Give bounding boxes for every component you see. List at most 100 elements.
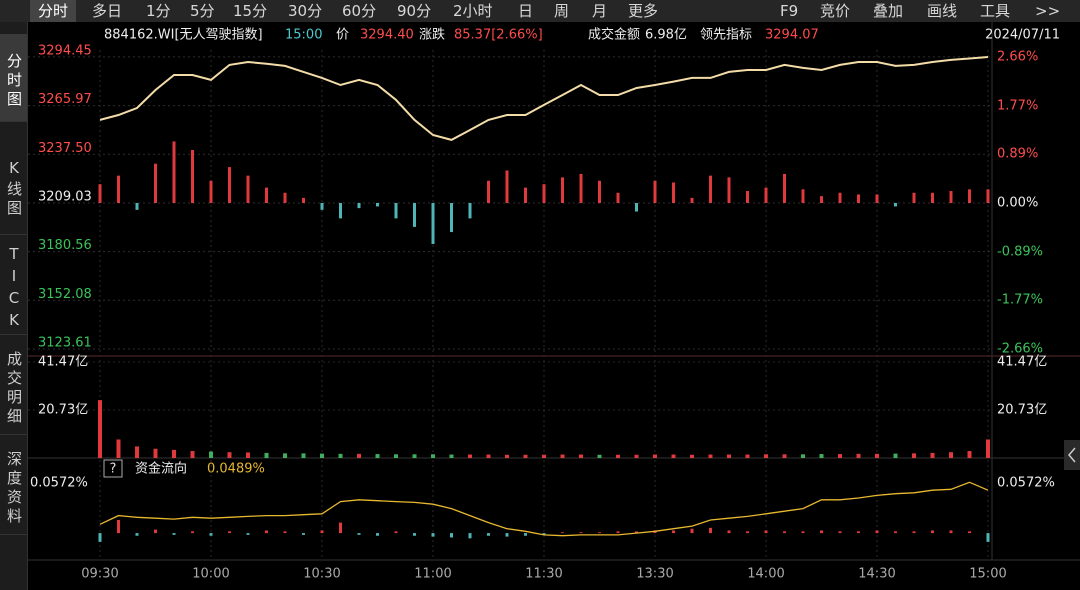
volume-bar bbox=[764, 454, 768, 458]
toolbar-button[interactable]: 竞价 bbox=[820, 2, 851, 20]
indicator-bar bbox=[339, 522, 342, 534]
x-tick-label: 11:00 bbox=[414, 567, 451, 582]
indicator-bar bbox=[376, 203, 379, 207]
toolbar-tab[interactable]: 15分 bbox=[233, 2, 268, 20]
toolbar-tab[interactable]: 日 bbox=[518, 2, 534, 20]
volume-bar bbox=[431, 454, 435, 458]
volume-bar bbox=[172, 449, 176, 458]
x-tick-label: 14:00 bbox=[747, 567, 784, 582]
toolbar: 分时 多日 1分 5分 15分 30分 60分 90分 2小时 日 周 月 更多 F9 竞价 叠加 画线 工具 >> bbox=[0, 0, 1080, 22]
indicator-bar bbox=[968, 189, 971, 203]
volume-bar bbox=[357, 453, 361, 458]
help-icon[interactable]: ? bbox=[110, 462, 117, 477]
collapse-button[interactable] bbox=[1064, 440, 1080, 470]
volume-bar bbox=[986, 439, 990, 458]
indicator-bar bbox=[672, 530, 675, 534]
volume-bar bbox=[98, 400, 102, 458]
indicator-bar bbox=[468, 203, 472, 219]
indicator-bar bbox=[246, 533, 250, 535]
indicator-bar bbox=[746, 191, 749, 203]
toolbar-tab[interactable]: 周 bbox=[554, 2, 570, 20]
volume-bar bbox=[856, 453, 861, 458]
x-tick-label: 10:30 bbox=[303, 567, 340, 582]
indicator-bar bbox=[579, 532, 583, 534]
sidebar-tab[interactable]: 分时图 bbox=[0, 34, 27, 122]
y-tick-label: 41.47亿 bbox=[38, 354, 88, 369]
indicator-bar bbox=[209, 180, 213, 203]
indicator-bar bbox=[875, 194, 879, 203]
sidebar-tab[interactable]: K线图 bbox=[0, 135, 27, 235]
y2-tick-label: -2.66% bbox=[997, 341, 1043, 356]
sidebar-tab[interactable]: 深度资料 bbox=[0, 435, 27, 535]
toolbar-tab[interactable]: 月 bbox=[592, 2, 608, 20]
indicator-bar bbox=[450, 533, 453, 538]
toolbar-tab[interactable]: 1分 bbox=[146, 2, 171, 20]
toolbar-tab[interactable]: 多日 bbox=[92, 2, 123, 20]
price: 3294.40 bbox=[360, 28, 414, 43]
indicator-bar bbox=[838, 192, 842, 203]
indicator-bar bbox=[524, 533, 527, 536]
indicator-bar bbox=[265, 187, 268, 203]
indicator-bar bbox=[764, 187, 768, 203]
indicator-bar bbox=[801, 531, 805, 534]
y2-tick-label: -0.89% bbox=[997, 244, 1043, 259]
y2-tick-label: 2.66% bbox=[997, 50, 1038, 65]
toolbar-tab[interactable]: 60分 bbox=[342, 2, 377, 20]
sidebar-tab[interactable]: TICK bbox=[0, 235, 27, 335]
indicator-bar bbox=[653, 180, 657, 203]
volume-bar bbox=[616, 454, 620, 458]
toolbar-tab[interactable]: 2小时 bbox=[453, 2, 493, 20]
toolbar-button[interactable]: 工具 bbox=[980, 2, 1011, 20]
y-tick-label-right: 20.73亿 bbox=[997, 403, 1047, 418]
volume-bar bbox=[246, 452, 250, 458]
indicator-bar bbox=[968, 531, 971, 534]
indicator-bar bbox=[912, 192, 916, 203]
volume-bar bbox=[579, 454, 583, 458]
toolbar-tab[interactable]: 5分 bbox=[190, 2, 215, 20]
y2-tick-label: -1.77% bbox=[997, 293, 1043, 308]
toolbar-tab[interactable]: 30分 bbox=[288, 2, 323, 20]
toolbar-button[interactable]: F9 bbox=[780, 2, 799, 20]
toolbar-tab[interactable]: 更多 bbox=[628, 2, 659, 20]
toolbar-button[interactable]: 叠加 bbox=[873, 2, 904, 20]
toolbar-tab[interactable]: 分时 bbox=[30, 0, 77, 22]
indicator-bar bbox=[542, 184, 546, 203]
indicator-bar bbox=[283, 531, 287, 534]
indicator-bar bbox=[172, 141, 176, 203]
indicator-bar bbox=[838, 531, 842, 534]
indicator-bar bbox=[302, 197, 305, 203]
indicator-bar bbox=[801, 189, 805, 203]
y-tick-label: 3237.50 bbox=[38, 141, 92, 156]
toolbar-button[interactable]: 画线 bbox=[927, 2, 958, 20]
indicator-bar bbox=[561, 532, 564, 534]
y-tick-label-right: 0.0572% bbox=[997, 475, 1055, 490]
indicator-bar bbox=[690, 528, 694, 534]
indicator-bar bbox=[283, 192, 287, 203]
indicator-bar bbox=[228, 167, 231, 203]
indicator-bar bbox=[431, 533, 435, 537]
indicator-bar bbox=[117, 519, 120, 534]
help-box[interactable] bbox=[103, 459, 123, 478]
sidebar-tab[interactable]: 成交明细 bbox=[0, 335, 27, 435]
volume-bar bbox=[727, 454, 731, 458]
toolbar-button[interactable]: >> bbox=[1035, 2, 1061, 20]
volume-bar bbox=[893, 453, 898, 458]
indicator-bar bbox=[986, 533, 990, 542]
indicator-bar bbox=[376, 533, 379, 536]
volume-bar bbox=[782, 454, 787, 458]
indicator-bar bbox=[820, 530, 823, 534]
indicator-bar bbox=[635, 203, 638, 212]
indicator-bar bbox=[413, 533, 416, 536]
toolbar-tab[interactable]: 90分 bbox=[397, 2, 432, 20]
volume-bar bbox=[116, 439, 121, 458]
indicator-bar bbox=[857, 531, 860, 534]
indicator-bar bbox=[468, 533, 472, 539]
y-tick-label: 3209.03 bbox=[38, 189, 92, 204]
lead-value: 3294.07 bbox=[765, 28, 819, 43]
y2-tick-label: 1.77% bbox=[997, 98, 1038, 113]
volume-bar bbox=[209, 451, 213, 458]
volume-bar bbox=[653, 454, 657, 458]
indicator-bar bbox=[616, 192, 620, 203]
volume-bar bbox=[542, 454, 546, 458]
